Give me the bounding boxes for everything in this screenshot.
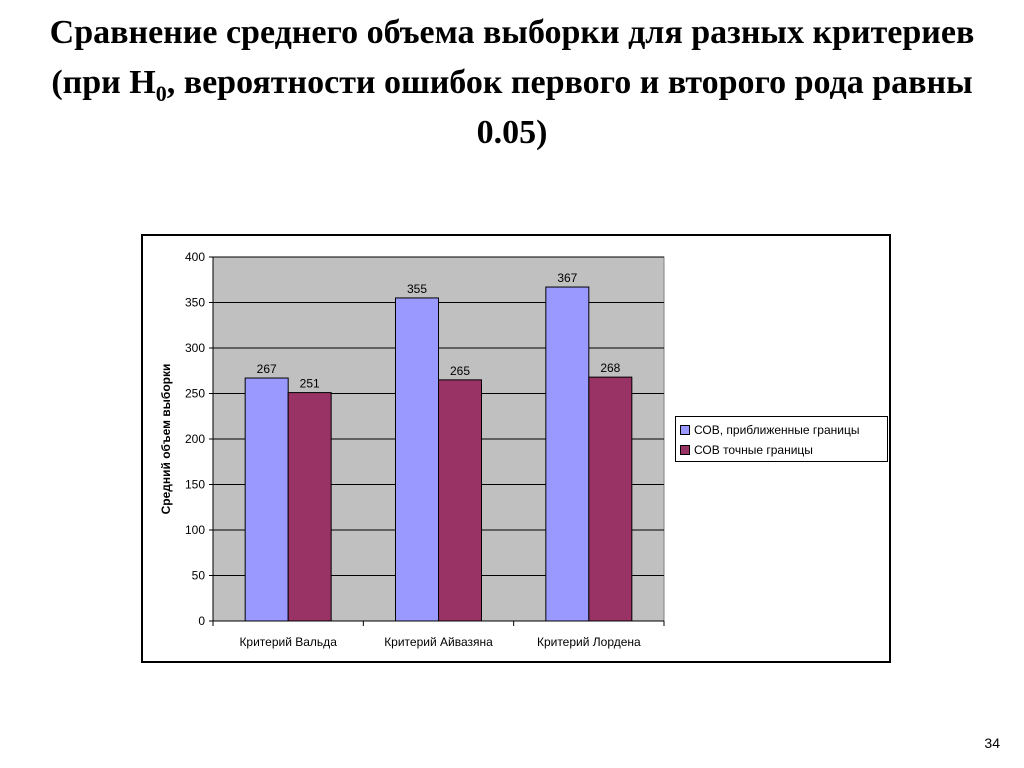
- data-label: 268: [600, 361, 620, 375]
- legend-label: СОВ, приближенные границы: [694, 423, 860, 437]
- legend-swatch-exact: [680, 445, 690, 455]
- chart-legend: СОВ, приближенные границы СОВ точные гра…: [675, 416, 888, 462]
- y-tick-label: 150: [185, 478, 205, 492]
- title-part-1: Сравнение среднего объема выборки для ра…: [49, 14, 975, 101]
- x-axis-ticks: Критерий Вальда Критерий Айвазяна Критерий…: [212, 621, 665, 649]
- bars: [244, 286, 633, 622]
- y-tick-label: 200: [185, 432, 205, 446]
- title-part-2: , вероятности ошибок первого и второго р…: [166, 64, 973, 151]
- y-tick-label: 300: [185, 341, 205, 355]
- legend-item: СОВ, приближенные границы: [680, 420, 887, 440]
- data-label: 367: [557, 271, 577, 285]
- legend-label: СОВ точные границы: [694, 443, 813, 457]
- bar: [438, 379, 482, 622]
- data-label: 265: [450, 364, 470, 378]
- title-subscript: 0: [155, 81, 167, 106]
- slide-title: Сравнение среднего объема выборки для ра…: [40, 8, 984, 158]
- y-tick-label: 350: [185, 296, 205, 310]
- data-label: 355: [407, 282, 427, 296]
- bar: [395, 297, 439, 622]
- bar: [244, 377, 289, 622]
- data-label: 267: [257, 362, 277, 376]
- bar: [287, 392, 332, 622]
- legend-swatch-approx: [680, 425, 690, 435]
- x-tick-label: Критерий Вальда: [239, 635, 337, 649]
- page-number: 34: [984, 735, 1000, 751]
- y-tick-label: 400: [185, 250, 205, 264]
- y-tick-label: 0: [198, 614, 205, 628]
- y-tick-label: 250: [185, 387, 205, 401]
- y-axis-label: Средний объем выборки: [159, 364, 173, 515]
- data-labels: 267 251 355 265 367 268: [257, 271, 621, 391]
- bar: [545, 286, 590, 622]
- legend-item: СОВ точные границы: [680, 440, 887, 460]
- y-tick-label: 100: [185, 523, 205, 537]
- x-tick-label: Критерий Лордена: [537, 635, 641, 649]
- data-label: 251: [300, 377, 320, 391]
- y-axis-ticks: 0 50 100 150 200 250 300 350 400: [185, 250, 213, 628]
- bar: [588, 376, 633, 622]
- x-tick-label: Критерий Айвазяна: [384, 635, 493, 649]
- y-tick-label: 50: [192, 569, 206, 583]
